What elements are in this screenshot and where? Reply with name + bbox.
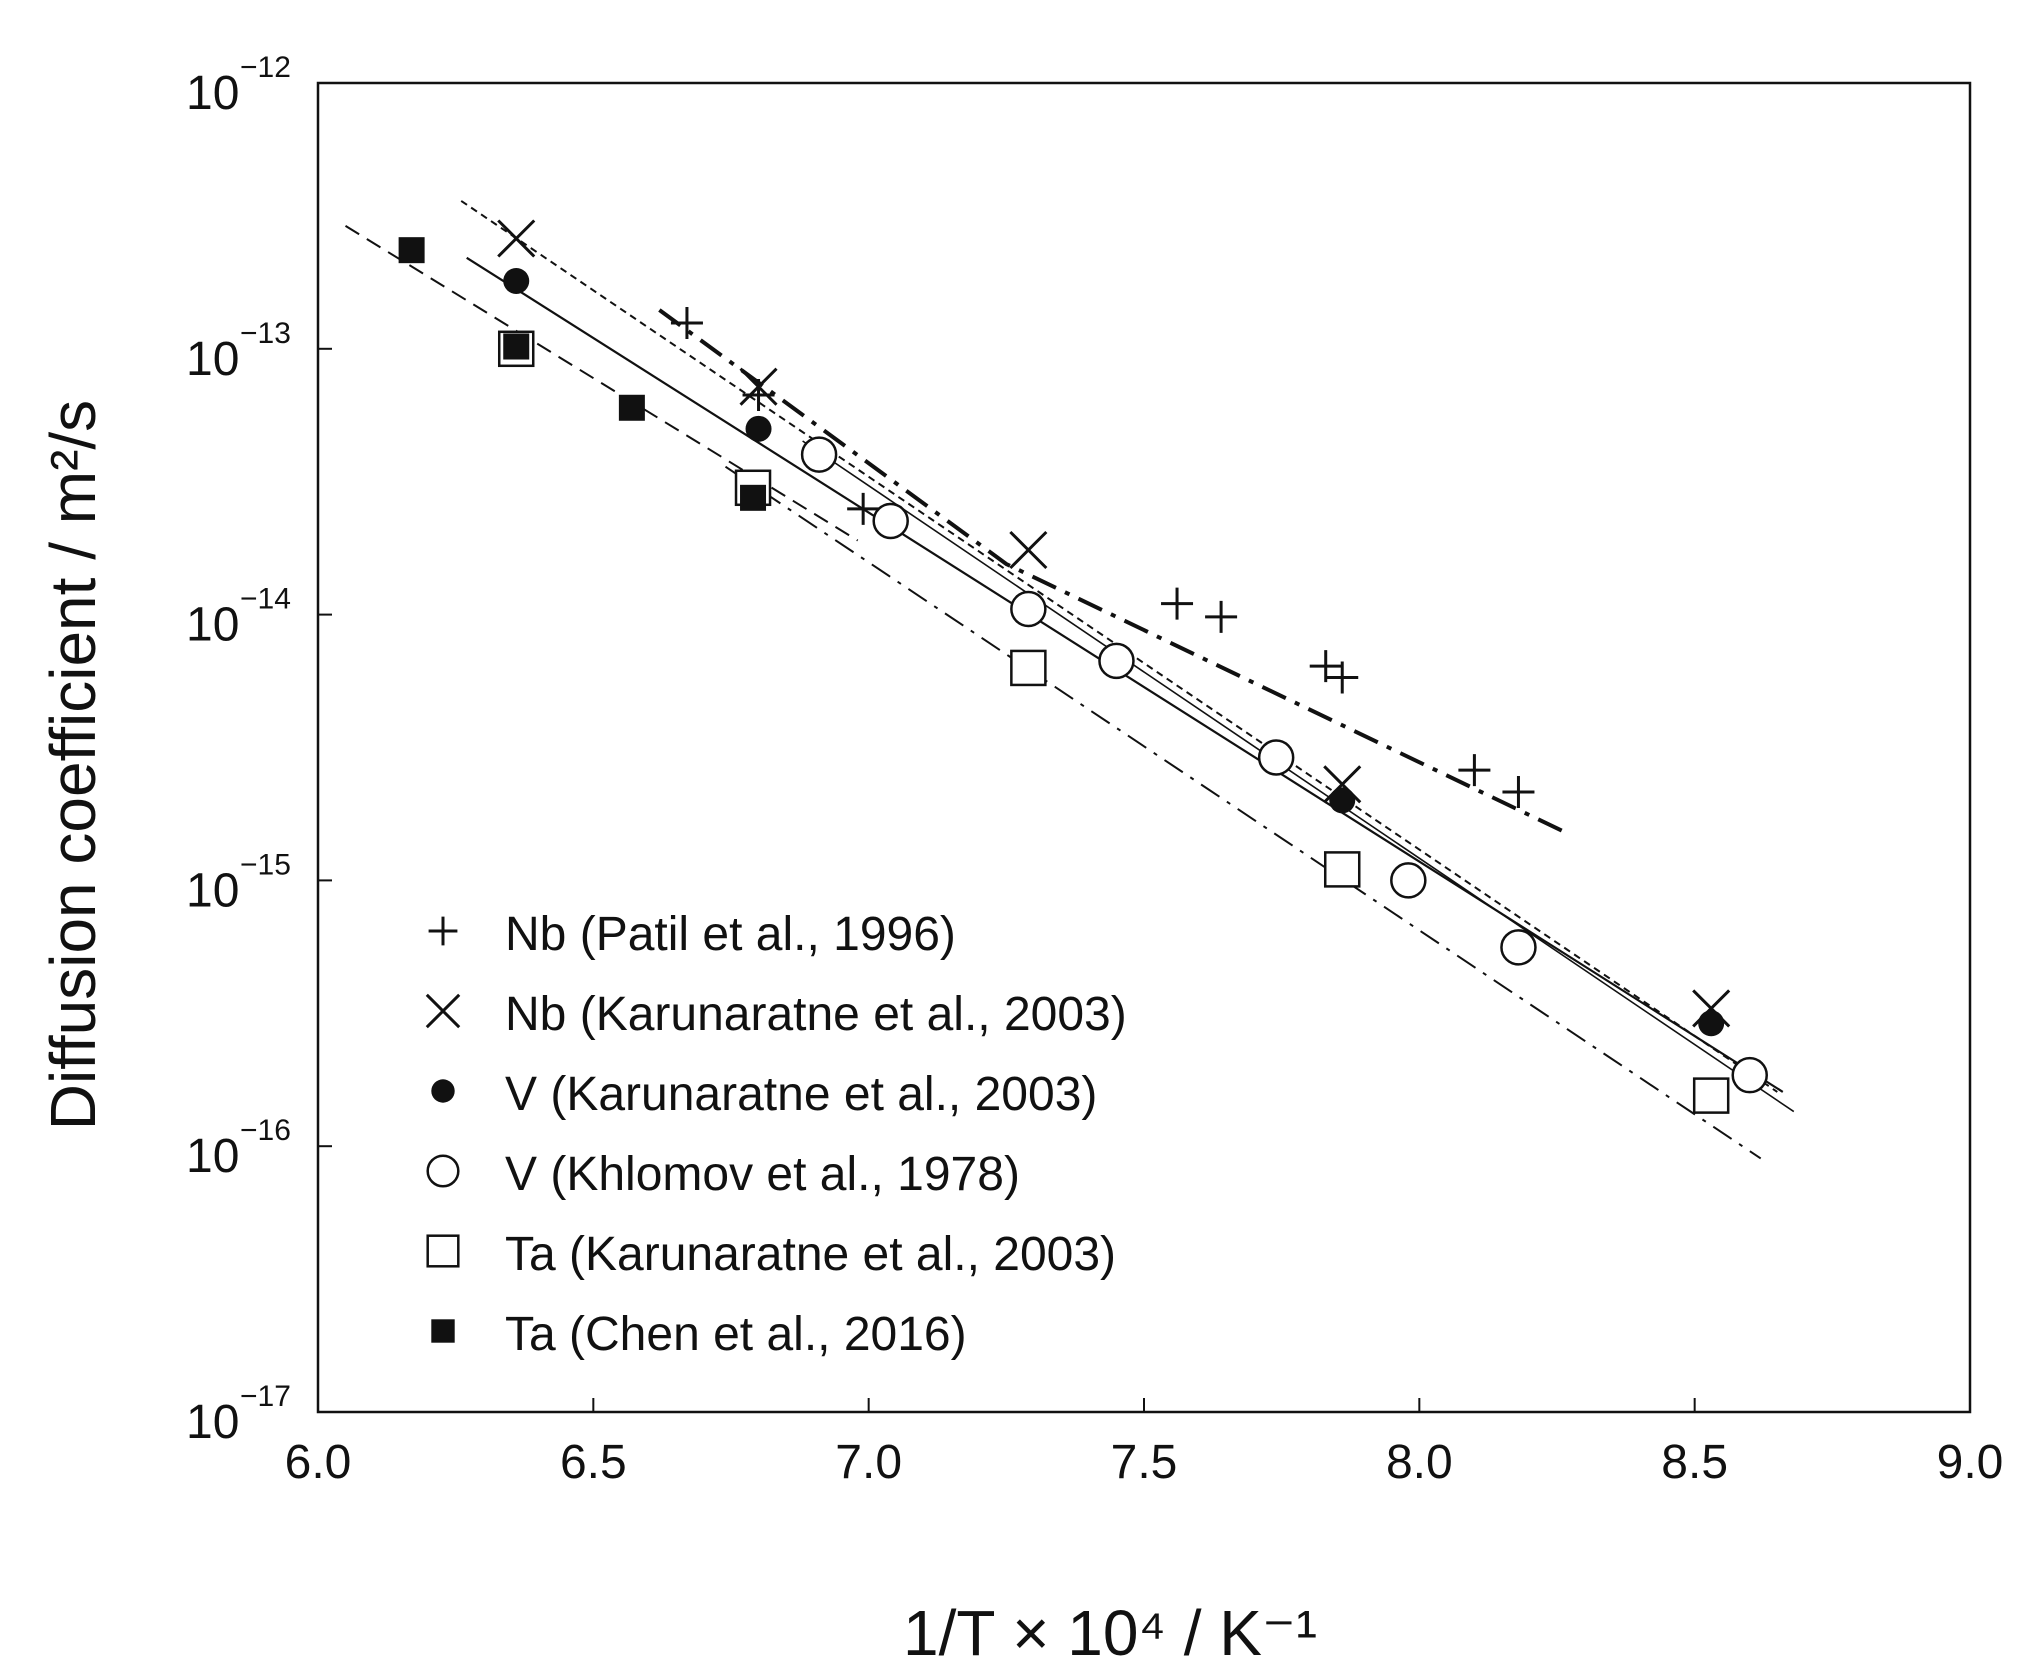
fit-line-series-6 (344, 225, 859, 542)
legend-element-6: Ta (505, 1308, 569, 1361)
y-axis-title: Diffusion coefficient / m²/s (37, 400, 109, 1130)
y-tick-base-2: 10 (186, 333, 239, 386)
fit-line-series-4 (802, 440, 1795, 1113)
data-point-s6-4 (740, 484, 767, 511)
legend-element-4: V (505, 1148, 550, 1201)
legend-marker-4 (426, 1154, 460, 1188)
data-point-s2-2 (739, 367, 778, 406)
x-axis: 6.0 6.5 7.0 7.5 8.0 8.5 9.0 (285, 1398, 2004, 1489)
data-point-s3-3 (1329, 787, 1356, 814)
data-point-s1-1 (670, 307, 703, 340)
data-point-s4-7 (1500, 929, 1537, 966)
y-tick-base-6: 10 (186, 1396, 239, 1449)
data-point-s1-3 (847, 492, 880, 525)
legend-marker-6 (431, 1319, 455, 1343)
legend-element-2: Nb (505, 988, 580, 1041)
data-point-s6-1 (398, 237, 425, 264)
data-point-s4-5 (1257, 739, 1295, 776)
legend: Nb (Patil et al., 1996)Nb (Karunaratne e… (425, 908, 1127, 1361)
x-tick-label-6: 8.5 (1661, 1436, 1728, 1489)
legend-label-3: V (Karunaratne et al., 2003) (505, 1068, 1097, 1121)
data-point-s4-3 (1010, 590, 1047, 628)
data-point-s3-1 (503, 267, 530, 294)
fit-line-series-1 (658, 308, 1569, 836)
legend-element-5: Ta (505, 1228, 569, 1281)
data-point-s1-6 (1309, 650, 1342, 683)
y-tick-base-3: 10 (186, 599, 239, 652)
data-point-s4-8 (1731, 1056, 1768, 1094)
data-point-s4-4 (1098, 642, 1135, 680)
data-point-s1-8 (1458, 754, 1491, 787)
legend-element-1: Nb (505, 908, 580, 961)
data-markers (398, 219, 1768, 1114)
y-tick-base-4: 10 (186, 864, 239, 917)
x-tick-label-4: 7.5 (1111, 1436, 1178, 1489)
legend-reference-5: (Karunaratne et al., 2003) (569, 1228, 1116, 1281)
legend-reference-2: (Karunaratne et al., 2003) (580, 988, 1127, 1041)
legend-label-5: Ta (Karunaratne et al., 2003) (505, 1228, 1116, 1281)
data-point-s1-7 (1326, 661, 1359, 694)
legend-label-4: V (Khlomov et al., 1978) (505, 1148, 1020, 1201)
data-point-s5-5 (1692, 1077, 1730, 1114)
x-axis-title: 1/T × 10⁴ / K⁻¹ (903, 1597, 1317, 1669)
x-tick-label-5: 8.0 (1386, 1436, 1453, 1489)
data-point-s3-2 (745, 415, 772, 442)
y-tick-exp-4: −15 (240, 848, 291, 881)
y-tick-exp-3: −14 (240, 583, 291, 616)
y-tick-exp-5: −16 (240, 1114, 291, 1147)
data-point-s4-1 (800, 436, 838, 473)
data-point-s6-3 (618, 394, 645, 421)
x-tick-label-7: 9.0 (1937, 1436, 2004, 1489)
legend-label-1: Nb (Patil et al., 1996) (505, 908, 956, 961)
y-tick-exp-2: −13 (240, 317, 291, 350)
legend-reference-1: (Patil et al., 1996) (580, 908, 956, 961)
legend-reference-3: (Karunaratne et al., 2003) (550, 1068, 1097, 1121)
y-tick-base-1: 10 (186, 67, 239, 120)
data-point-s6-2 (503, 333, 530, 360)
data-point-s4-6 (1390, 862, 1427, 899)
legend-marker-3 (431, 1079, 455, 1103)
fit-line-series-5 (724, 465, 1762, 1160)
data-point-s3-4 (1698, 1010, 1725, 1037)
data-point-s2-3 (1009, 530, 1048, 570)
legend-reference-4: (Khlomov et al., 1978) (550, 1148, 1020, 1201)
data-point-s5-3 (1010, 649, 1047, 687)
legend-marker-5 (426, 1234, 460, 1268)
x-tick-label-3: 7.0 (835, 1436, 902, 1489)
legend-marker-1 (428, 916, 458, 946)
legend-marker-2 (425, 993, 461, 1029)
data-point-s1-4 (1161, 587, 1194, 620)
y-tick-exp-1: −12 (240, 51, 291, 84)
y-tick-base-5: 10 (186, 1130, 239, 1183)
data-point-s2-1 (497, 219, 536, 258)
x-tick-label-2: 6.5 (560, 1436, 627, 1489)
data-point-s1-5 (1205, 600, 1238, 633)
x-tick-label-1: 6.0 (285, 1436, 352, 1489)
legend-label-6: Ta (Chen et al., 2016) (505, 1308, 967, 1361)
legend-reference-6: (Chen et al., 2016) (569, 1308, 967, 1361)
data-point-s1-9 (1502, 776, 1535, 809)
data-point-s5-4 (1323, 851, 1361, 888)
legend-label-2: Nb (Karunaratne et al., 2003) (505, 988, 1127, 1041)
legend-element-3: V (505, 1068, 550, 1121)
data-point-s4-2 (872, 502, 909, 540)
y-tick-exp-6: −17 (240, 1380, 291, 1413)
data-point-s1-2 (742, 379, 775, 412)
